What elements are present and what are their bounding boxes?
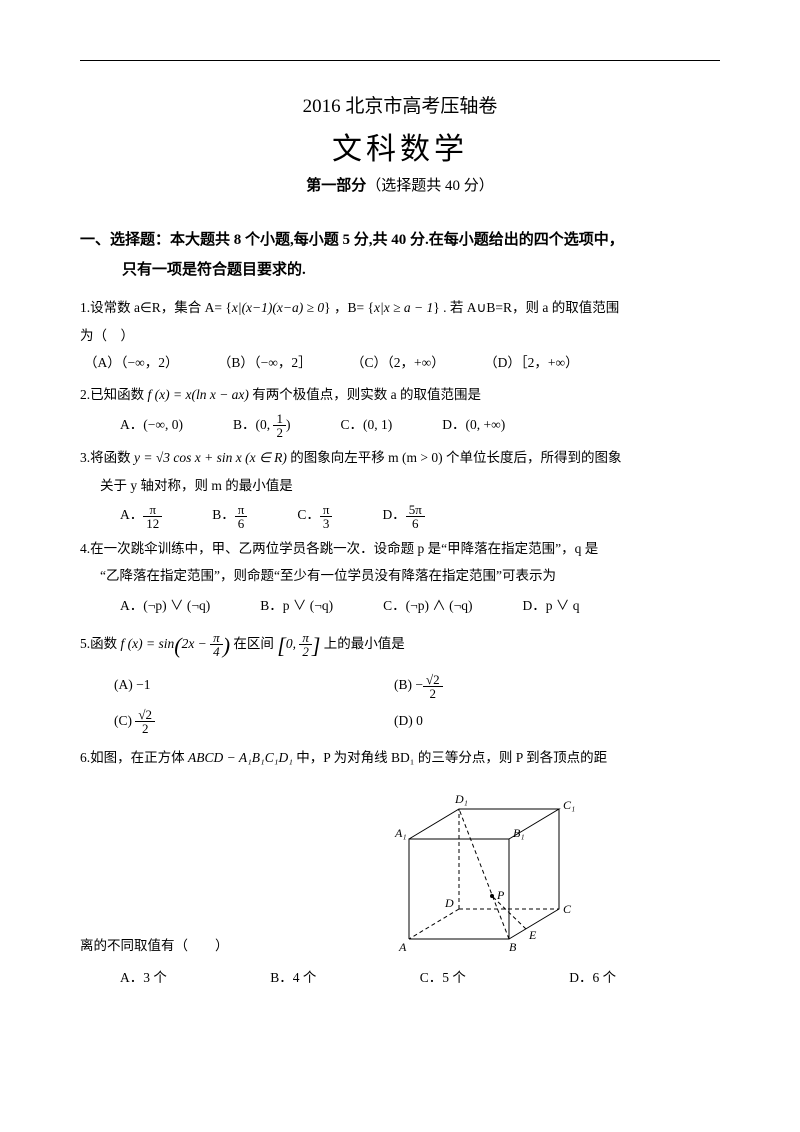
q3-opt-a: A．π12: [120, 502, 162, 529]
label-b1: B₁: [513, 826, 525, 840]
label-a: A: [398, 940, 407, 954]
q3-options: A．π12 B．π6 C．π3 D．5π6: [120, 502, 720, 529]
q5-fx: f (x) = sin(2x − π4): [121, 636, 234, 651]
q6-text-b: 中，P 为对角线 BD₁ 的三等分点，则 P 到各顶点的距: [296, 750, 607, 765]
q1-opt-a: （A）（−∞，2）: [84, 350, 179, 376]
label-e: E: [528, 928, 537, 942]
q1-text-a: 1.设常数 a∈R，集合 A=: [80, 300, 222, 315]
q1-stem2: 为（ ）: [80, 323, 720, 349]
q2-stem: 2.已知函数 f (x) = x(ln x − ax) 有两个极值点，则实数 a…: [80, 382, 720, 408]
cube-figure: A B C D A₁ B₁ C₁ D₁ P E: [229, 779, 721, 959]
q6-options: A．3 个 B．4 个 C．5 个 D．6 个: [120, 965, 720, 991]
label-d: D: [444, 896, 454, 910]
q1-opt-d: （D）［2，+∞）: [484, 350, 579, 376]
question-4: 4.在一次跳伞训练中，甲、乙两位学员各跳一次．设命题 p 是“甲降落在指定范围”…: [80, 536, 720, 619]
q5-opt-c: (C) √22: [114, 708, 394, 735]
question-6: 6.如图，在正方体 ABCD − A₁B₁C₁D₁ 中，P 为对角线 BD₁ 的…: [80, 745, 720, 990]
cube-svg: A B C D A₁ B₁ C₁ D₁ P E: [369, 779, 579, 959]
question-3: 3.将函数 y = √3 cos x + sin x (x ∈ R) 的图象向左…: [80, 445, 720, 530]
q1-options: （A）（−∞，2） （B）（−∞，2］ （C）（2，+∞） （D）［2，+∞）: [84, 350, 720, 376]
label-c: C: [563, 902, 572, 916]
label-c1: C₁: [563, 798, 575, 812]
q6-opt-a: A．3 个: [120, 965, 167, 991]
q2-fx: f (x) = x(ln x − ax): [148, 387, 249, 402]
q2-text-b: 有两个极值点，则实数 a 的取值范围是: [252, 387, 481, 402]
q3-stem2: 关于 y 轴对称，则 m 的最小值是: [80, 473, 720, 499]
q1-stem: 1.设常数 a∈R，集合 A= {x|(x−1)(x−a) ≥ 0} ，B= {…: [80, 295, 720, 321]
q2-opt-a: A．(−∞, 0): [120, 412, 183, 439]
label-b: B: [509, 940, 517, 954]
q2-options: A．(−∞, 0) B．(0, 12) C．(0, 1) D．(0, +∞): [120, 412, 720, 439]
q6-opt-c: C．5 个: [420, 965, 466, 991]
label-a1: A₁: [394, 826, 407, 840]
q6-stem-c: 离的不同取值有（ ）: [80, 933, 229, 965]
label-p: P: [496, 888, 505, 902]
subject-title: 文科数学: [80, 124, 720, 168]
q6-opt-b: B．4 个: [270, 965, 316, 991]
q4-stem-a: 4.在一次跳伞训练中，甲、乙两位学员各跳一次．设命题 p 是“甲降落在指定范围”…: [80, 536, 720, 562]
section-1-heading: 一、选择题：本大题共 8 个小题,每小题 5 分,共 40 分.在每小题给出的四…: [80, 225, 720, 285]
q6-cube: ABCD − A₁B₁C₁D₁: [188, 750, 293, 765]
q2-opt-b: B．(0, 12): [233, 412, 291, 439]
q2-opt-d: D．(0, +∞): [442, 412, 505, 439]
q1-opt-b: （B）（−∞，2］: [218, 350, 312, 376]
part-line: 第一部分（选择题共 40 分）: [80, 174, 720, 195]
q4-opt-a: A．(¬p) ∨ (¬q): [120, 593, 210, 619]
q4-options: A．(¬p) ∨ (¬q) B．p ∨ (¬q) C．(¬p) ∧ (¬q) D…: [120, 593, 720, 619]
page: 2016 北京市高考压轴卷 文科数学 第一部分（选择题共 40 分） 一、选择题…: [0, 0, 800, 1036]
q3-yexpr: y = √3 cos x + sin x (x ∈ R): [134, 450, 287, 465]
q1-opt-c: （C）（2，+∞）: [351, 350, 445, 376]
q5-stem: 5.函数 f (x) = sin(2x − π4) 在区间 [0, π2] 上的…: [80, 625, 720, 667]
q5-options: (A) −1 (B) −√22 (C) √22 (D) 0: [114, 668, 720, 739]
q6-figure-row: 离的不同取值有（ ）: [80, 773, 720, 965]
question-1: 1.设常数 a∈R，集合 A= {x|(x−1)(x−a) ≥ 0} ，B= {…: [80, 295, 720, 376]
q4-opt-c: C．(¬p) ∧ (¬q): [383, 593, 472, 619]
question-2: 2.已知函数 f (x) = x(ln x − ax) 有两个极值点，则实数 a…: [80, 382, 720, 439]
q5-text-b: 在区间: [233, 636, 277, 651]
q4-opt-b: B．p ∨ (¬q): [260, 593, 333, 619]
part-rest: （选择题共 40 分）: [366, 178, 494, 194]
q1-text-b: ，B=: [334, 300, 364, 315]
q1-text-c: . 若 A∪B=R，则 a 的取值范围: [443, 300, 619, 315]
q1-set-b: {x|x ≥ a − 1}: [368, 300, 440, 315]
q3-stem: 3.将函数 y = √3 cos x + sin x (x ∈ R) 的图象向左…: [80, 445, 720, 471]
question-5: 5.函数 f (x) = sin(2x − π4) 在区间 [0, π2] 上的…: [80, 625, 720, 740]
q5-interval: [0, π2]: [277, 636, 324, 651]
part-bold: 第一部分: [306, 178, 366, 194]
q3-opt-b: B．π6: [212, 502, 247, 529]
q5-text-c: 上的最小值是: [324, 636, 405, 651]
q5-opt-b: (B) −√22: [394, 672, 674, 699]
q6-stem: 6.如图，在正方体 ABCD − A₁B₁C₁D₁ 中，P 为对角线 BD₁ 的…: [80, 745, 720, 771]
q5-opt-d: (D) 0: [394, 708, 674, 735]
section-1-l2: 只有一项是符合题目要求的.: [80, 255, 720, 285]
q6-text-a: 6.如图，在正方体: [80, 750, 188, 765]
q5-opt-a: (A) −1: [114, 672, 394, 699]
q3-opt-d: D．5π6: [382, 502, 424, 529]
q3-text-a: 3.将函数: [80, 450, 134, 465]
q2-text-a: 2.已知函数: [80, 387, 148, 402]
exam-title: 2016 北京市高考压轴卷: [80, 91, 720, 118]
q4-stem-b: “乙降落在指定范围”，则命题“至少有一位学员没有降落在指定范围”可表示为: [80, 563, 720, 589]
q5-text-a: 5.函数: [80, 636, 121, 651]
q4-opt-d: D．p ∨ q: [523, 593, 580, 619]
top-rule: [80, 60, 720, 61]
q2-opt-c: C．(0, 1): [340, 412, 392, 439]
label-d1: D₁: [454, 792, 468, 806]
q6-opt-d: D．6 个: [569, 965, 616, 991]
q3-opt-c: C．π3: [297, 502, 332, 529]
q3-text-b: 的图象向左平移 m (m > 0) 个单位长度后，所得到的图象: [290, 450, 621, 465]
section-1-l1: 一、选择题：本大题共 8 个小题,每小题 5 分,共 40 分.在每小题给出的四…: [80, 232, 624, 248]
q1-set-a: {x|(x−1)(x−a) ≥ 0}: [225, 300, 330, 315]
